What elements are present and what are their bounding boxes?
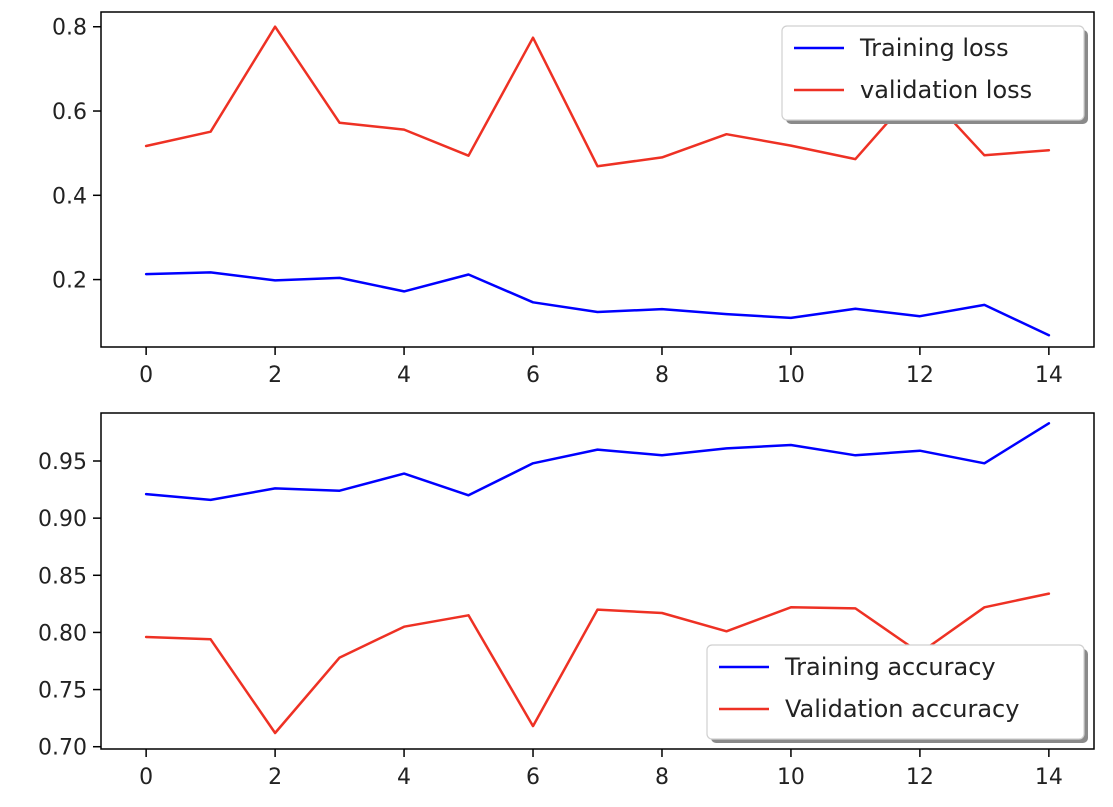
x-tick-label: 4 — [397, 363, 411, 388]
x-tick-label: 0 — [139, 363, 153, 388]
x-tick-label: 6 — [526, 765, 540, 790]
legend-label: Training loss — [859, 34, 1009, 62]
chart-panel-1: 0 2 4 6 8 10 12 14 0.2 0.4 0.6 0.8 Training loss vali… — [52, 11, 1095, 388]
x-tick-label: 8 — [655, 363, 669, 388]
legend-box — [706, 644, 1085, 740]
y-tick-label: 0.2 — [52, 269, 87, 294]
legend: Training loss validation loss — [781, 25, 1088, 124]
x-tick-label: 4 — [397, 765, 411, 790]
y-tick-label: 0.8 — [52, 16, 87, 41]
legend-label: validation loss — [860, 76, 1032, 104]
y-tick-label: 0.95 — [38, 450, 87, 475]
series-line-1 — [144, 271, 1051, 337]
axes-frame — [100, 11, 1095, 348]
legend-label: Training accuracy — [784, 653, 996, 681]
y-tick-label: 0.70 — [38, 736, 87, 761]
y-tick-label: 0.6 — [52, 100, 87, 125]
x-tick-label: 12 — [906, 765, 934, 790]
axes-frame — [100, 412, 1095, 750]
y-tick-label: 0.85 — [38, 564, 87, 589]
chart-panel-2: 0 2 4 6 8 10 12 14 0.70 0.75 0.80 0.85 0.90 0.95 Train… — [38, 412, 1095, 790]
x-tick-label: 8 — [655, 765, 669, 790]
x-tick-label: 14 — [1035, 765, 1063, 790]
series-line-1 — [144, 422, 1051, 502]
x-tick-label: 10 — [777, 363, 805, 388]
x-tick-label: 10 — [777, 765, 805, 790]
x-tick-label: 12 — [906, 363, 934, 388]
y-tick-label: 0.75 — [38, 679, 87, 704]
x-tick-label: 2 — [268, 363, 282, 388]
series-line-2 — [144, 592, 1051, 735]
x-tick-label: 2 — [268, 765, 282, 790]
x-tick-label: 0 — [139, 765, 153, 790]
x-tick-label: 14 — [1035, 363, 1063, 388]
y-tick-label: 0.80 — [38, 621, 87, 646]
legend-label: Validation accuracy — [785, 695, 1019, 723]
legend: Training accuracy Validation accuracy — [706, 644, 1088, 743]
y-tick-label: 0.4 — [52, 184, 87, 209]
legend-box — [781, 25, 1085, 121]
y-tick-label: 0.90 — [38, 507, 87, 532]
x-tick-label: 6 — [526, 363, 540, 388]
